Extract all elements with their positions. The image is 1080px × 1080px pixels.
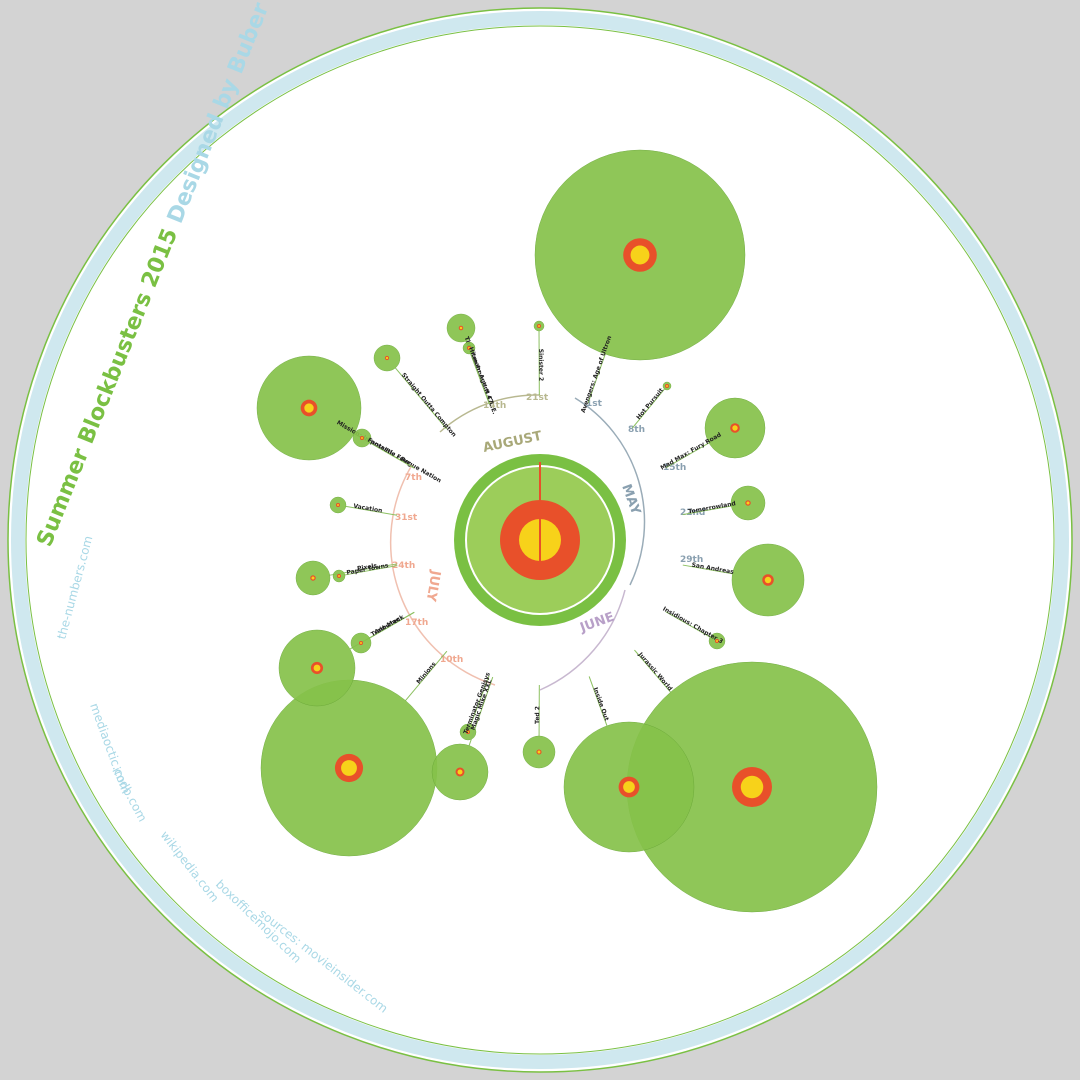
stem xyxy=(405,650,448,701)
movie-core-yellow xyxy=(538,325,540,327)
week-label: 21st xyxy=(526,393,549,403)
stem xyxy=(682,505,732,516)
movie-core-yellow xyxy=(338,575,340,577)
movie-core-yellow xyxy=(716,640,718,642)
movie-core-yellow xyxy=(740,775,764,799)
stem xyxy=(634,649,671,693)
movie-core-yellow xyxy=(457,769,463,775)
movie-core-yellow xyxy=(623,781,635,793)
week-label: 31st xyxy=(395,513,418,523)
movie-core-yellow xyxy=(537,750,541,754)
week-label: 24th xyxy=(392,561,415,571)
week-label: 1st xyxy=(586,399,603,409)
movie-core-yellow xyxy=(304,403,314,413)
july-arc xyxy=(389,464,496,686)
stem xyxy=(369,611,415,639)
movie-label: Ted 2 xyxy=(534,706,541,724)
stem xyxy=(631,388,665,429)
stem xyxy=(587,353,606,404)
stem xyxy=(682,564,733,575)
week-label: 10th xyxy=(440,655,463,665)
stem xyxy=(394,367,448,430)
stem xyxy=(665,442,710,469)
movie-core-yellow xyxy=(764,576,772,584)
month-arcs xyxy=(389,394,646,691)
movie-core-yellow xyxy=(666,385,668,387)
stem xyxy=(470,675,490,725)
blue-ring xyxy=(11,11,1069,1069)
movie-core-yellow xyxy=(630,245,650,265)
movie-core-yellow xyxy=(459,326,463,330)
stem xyxy=(369,442,415,469)
stem xyxy=(345,505,398,516)
stem xyxy=(665,611,711,638)
june-arc xyxy=(539,589,626,691)
stem xyxy=(468,676,494,746)
movie-core-yellow xyxy=(732,425,738,431)
movie-core-yellow xyxy=(468,347,470,349)
may-arc xyxy=(574,397,646,586)
week-label: 17th xyxy=(405,618,428,628)
stem xyxy=(344,565,398,576)
month-label: JULY xyxy=(423,568,443,603)
week-label: 14th xyxy=(483,401,506,411)
week-label: 29th xyxy=(680,555,703,565)
stem xyxy=(470,353,491,405)
movie-core-yellow xyxy=(360,642,362,644)
movie-core-yellow xyxy=(311,576,315,580)
movie-core-yellow xyxy=(361,437,363,439)
movie-core-yellow xyxy=(746,501,750,505)
movie-core-yellow xyxy=(337,504,339,506)
week-label: 8th xyxy=(628,425,645,435)
movie-core-yellow xyxy=(313,664,321,672)
movie-core-yellow xyxy=(341,760,357,776)
week-label: 7th xyxy=(405,473,422,483)
movie-core-yellow xyxy=(467,731,469,733)
august-arc xyxy=(439,394,541,433)
movie-label: Vacation xyxy=(353,503,383,515)
stem xyxy=(588,676,608,727)
movie-label: Pixels xyxy=(357,562,378,572)
movie-label: Sinister 2 xyxy=(537,349,544,381)
week-label: 15th xyxy=(663,463,686,473)
movie-core-yellow xyxy=(385,356,389,360)
